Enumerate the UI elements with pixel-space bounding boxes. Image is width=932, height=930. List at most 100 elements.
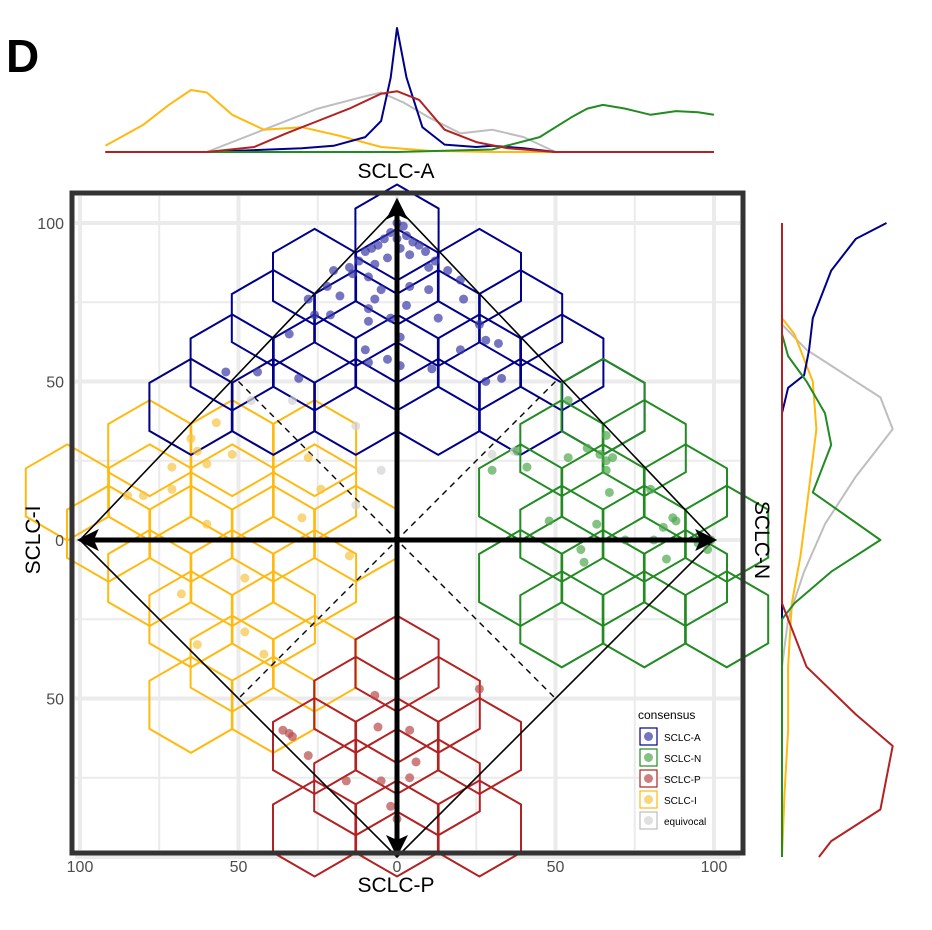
- legend: consensus SCLC-A SCLC-N SCLC-P SCLC-I equivo…: [638, 708, 706, 830]
- point-n: [608, 453, 618, 463]
- point-a: [376, 285, 386, 295]
- point-p: [373, 722, 383, 732]
- point-a: [379, 234, 389, 244]
- arrowhead: [76, 529, 99, 551]
- point-e: [376, 465, 386, 475]
- point-a: [386, 228, 396, 238]
- point-p: [474, 684, 484, 694]
- point-p: [287, 732, 297, 742]
- point-p: [386, 801, 396, 811]
- point-a: [335, 291, 345, 301]
- point-p: [376, 776, 386, 786]
- point-i: [123, 491, 133, 501]
- point-a: [405, 281, 415, 291]
- point-n: [604, 487, 614, 497]
- top-density-e: [105, 91, 714, 153]
- point-n: [487, 465, 497, 475]
- point-a: [398, 221, 408, 231]
- hexbin-p: [272, 779, 358, 878]
- legend-label-e: equivocal: [664, 817, 706, 828]
- point-n: [646, 484, 656, 494]
- point-n: [576, 545, 586, 555]
- point-p: [405, 773, 415, 783]
- point-n: [601, 430, 611, 440]
- right-density-plot: [781, 222, 894, 858]
- hexbin-layer: [24, 183, 770, 878]
- legend-label-n: SCLC-N: [664, 754, 701, 765]
- point-a: [421, 247, 431, 257]
- point-e: [246, 396, 256, 406]
- point-a: [459, 294, 469, 304]
- point-e: [487, 449, 497, 459]
- point-n: [579, 557, 589, 567]
- point-a: [363, 357, 373, 367]
- point-a: [402, 300, 412, 310]
- top-density-plot: [104, 27, 715, 153]
- x-tick-label: 0: [393, 859, 402, 876]
- point-n: [582, 443, 592, 453]
- point-a: [354, 256, 364, 266]
- point-a: [455, 345, 465, 355]
- point-n: [661, 554, 671, 564]
- point-a: [433, 313, 443, 323]
- point-a: [363, 304, 373, 314]
- right-density-n: [781, 223, 882, 857]
- arrowhead: [386, 197, 408, 220]
- point-p: [405, 725, 415, 735]
- point-a: [370, 259, 380, 269]
- axis-arrows: [76, 197, 718, 857]
- top-density-p: [105, 90, 714, 153]
- point-a: [443, 266, 453, 276]
- left-axis-title: SCLC-I: [22, 506, 45, 575]
- legend-title: consensus: [638, 708, 695, 722]
- point-a: [325, 310, 335, 320]
- point-i: [167, 484, 177, 494]
- x-tick-label: 50: [547, 859, 565, 876]
- point-a: [493, 338, 503, 348]
- point-i: [303, 453, 313, 463]
- point-a: [481, 335, 491, 345]
- point-n: [563, 453, 573, 463]
- point-i: [167, 462, 177, 472]
- point-a: [455, 275, 465, 285]
- point-n: [592, 519, 602, 529]
- x-tick-label: 50: [230, 859, 248, 876]
- point-a: [382, 253, 392, 263]
- point-a: [253, 367, 263, 377]
- y-tick-label: 50: [46, 375, 64, 392]
- point-a: [360, 345, 370, 355]
- y-tick-label: 50: [46, 692, 64, 709]
- point-i: [202, 459, 212, 469]
- hexbin-n: [684, 570, 770, 669]
- point-a: [414, 240, 424, 250]
- point-a: [405, 250, 415, 260]
- point-a: [424, 262, 434, 272]
- point-a: [310, 310, 320, 320]
- point-n: [595, 449, 605, 459]
- point-n: [601, 465, 611, 475]
- tick-labels: 100 50 0 50 100 100 50 0 50: [37, 216, 727, 876]
- legend-dot: [644, 795, 653, 804]
- point-p: [303, 751, 313, 761]
- right-axis-title: SCLC-N: [750, 501, 773, 579]
- point-a: [348, 269, 358, 279]
- point-a: [360, 247, 370, 257]
- x-tick-label: 100: [701, 859, 728, 876]
- legend-dot: [644, 732, 653, 741]
- point-a: [386, 313, 396, 323]
- point-p: [370, 690, 380, 700]
- point-a: [402, 231, 412, 241]
- arrowhead: [386, 835, 408, 857]
- point-i: [316, 484, 326, 494]
- point-a: [329, 266, 339, 276]
- point-n: [563, 396, 573, 406]
- point-e: [287, 396, 297, 406]
- top-density-n: [105, 103, 715, 153]
- point-e: [351, 500, 361, 510]
- point-a: [363, 316, 373, 326]
- point-i: [202, 519, 212, 529]
- legend-label-p: SCLC-P: [664, 775, 701, 786]
- point-n: [512, 446, 522, 456]
- point-a: [322, 281, 332, 291]
